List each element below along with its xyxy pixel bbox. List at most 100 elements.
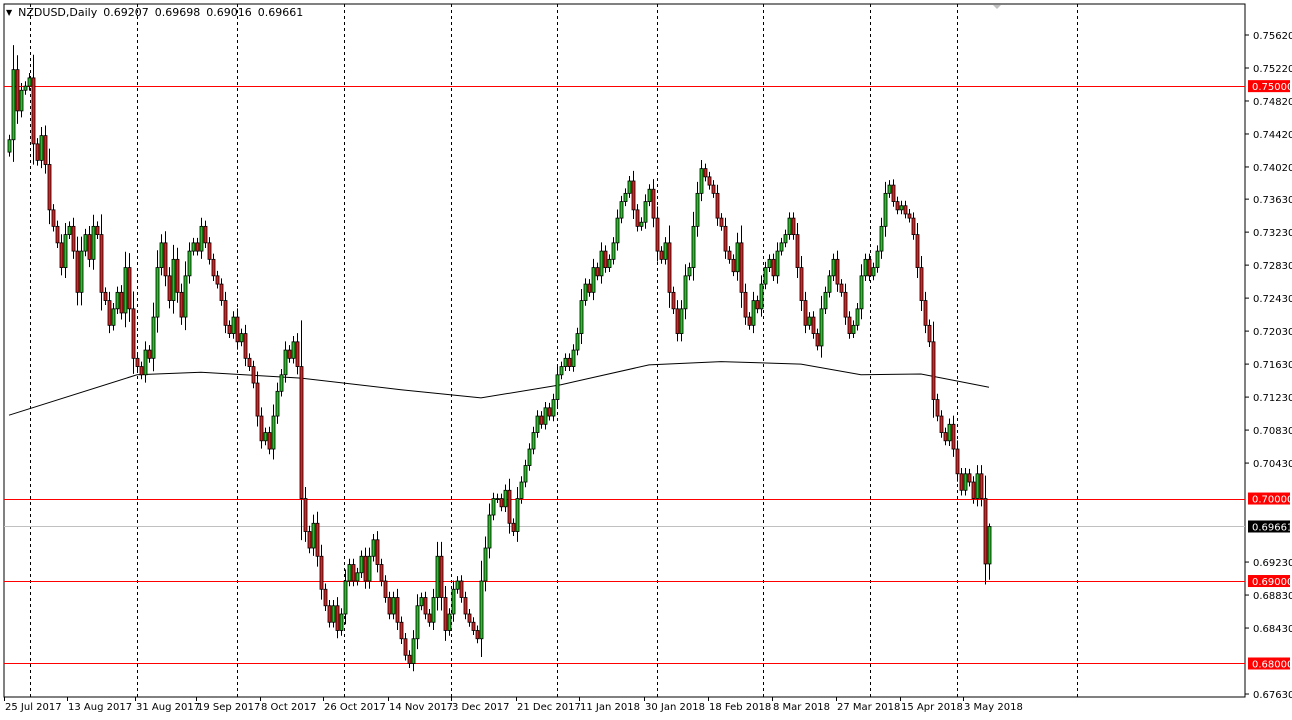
candle-body — [115, 291, 120, 310]
candle-body — [55, 225, 60, 244]
y-tick-label: 0.73630 — [1253, 195, 1292, 206]
candle-body — [51, 209, 56, 227]
plot-area — [3, 3, 1246, 698]
candle-body — [375, 539, 380, 565]
candle-body — [219, 283, 224, 301]
candle-body — [259, 415, 264, 442]
candle-body — [767, 258, 772, 268]
candle-body — [143, 349, 148, 376]
x-tick-label: 3 May 2018 — [964, 702, 1023, 713]
candle-body — [763, 267, 768, 285]
candle-body — [671, 291, 676, 310]
candle-body — [423, 597, 428, 615]
candle-body — [975, 473, 980, 499]
candle-body — [571, 349, 576, 367]
candle-body — [35, 143, 40, 161]
candle-body — [719, 217, 724, 227]
candle-body — [479, 580, 484, 640]
candle-body — [803, 300, 808, 326]
current-price-label-bg — [1248, 520, 1290, 533]
candle-body — [695, 192, 700, 227]
candle-body — [215, 275, 220, 285]
candle-body — [467, 613, 472, 623]
chart-shift-marker-icon[interactable] — [993, 5, 1001, 9]
candle-body — [615, 217, 620, 244]
x-tick-label: 18 Feb 2018 — [709, 702, 771, 713]
y-tick-label: 0.73230 — [1253, 228, 1292, 239]
candle-body — [339, 613, 344, 631]
candle-body — [291, 341, 296, 359]
candle-body — [903, 205, 908, 215]
candle-body — [275, 390, 280, 417]
collapse-triangle-icon[interactable]: ▼ — [6, 8, 13, 17]
candle-body — [875, 250, 880, 268]
candle-body — [347, 564, 352, 582]
y-tick-label: 0.75220 — [1253, 64, 1292, 75]
candle-body — [263, 432, 268, 442]
x-tick-label: 8 Mar 2018 — [773, 702, 830, 713]
candle-body — [523, 465, 528, 483]
candle-body — [107, 300, 112, 326]
y-tick-label: 0.71630 — [1253, 360, 1292, 371]
candle-body — [847, 316, 852, 334]
low-value: 0.69016 — [206, 6, 252, 19]
candle-body — [527, 448, 532, 466]
candle-body — [499, 498, 504, 508]
candle-body — [83, 234, 88, 252]
candle-body — [87, 234, 92, 260]
x-tick-label: 19 Sep 2017 — [197, 702, 260, 713]
candle-body — [359, 555, 364, 574]
candle-body — [547, 407, 552, 417]
y-tick-label: 0.69230 — [1253, 558, 1292, 569]
candle-body — [67, 225, 72, 236]
candle-body — [167, 275, 172, 301]
close-value: 0.69661 — [257, 6, 304, 19]
candle-body — [623, 192, 628, 203]
candle-body — [607, 258, 612, 268]
candle-body — [243, 333, 248, 359]
candle-body — [655, 217, 660, 252]
candle-body — [635, 209, 640, 227]
candle-body — [251, 366, 256, 384]
candle-body — [419, 597, 424, 607]
candle-body — [175, 258, 180, 293]
candle-body — [331, 605, 336, 623]
candle-body — [183, 275, 188, 318]
candle-body — [191, 242, 196, 252]
candle-body — [511, 522, 516, 532]
candle-body — [163, 242, 168, 277]
candle-body — [871, 267, 876, 277]
candle-body — [799, 267, 804, 301]
candle-body — [791, 217, 796, 236]
candle-body — [811, 316, 816, 334]
candle-body — [363, 555, 368, 582]
candle-body — [703, 168, 708, 178]
candle-body — [755, 300, 760, 310]
level-price-label: 0.69000 — [1252, 577, 1292, 588]
y-tick-label: 0.72430 — [1253, 294, 1292, 305]
candle-body — [807, 316, 812, 326]
candle-body — [327, 605, 332, 623]
level-price-label-bg — [1248, 575, 1290, 588]
candle-body — [611, 242, 616, 260]
candle-body — [415, 605, 420, 640]
candle-body — [683, 275, 688, 310]
candle-body — [619, 201, 624, 219]
candle-body — [923, 300, 928, 326]
candle-body — [935, 399, 940, 417]
candle-body — [899, 205, 904, 211]
candle-body — [355, 572, 360, 582]
candle-body — [475, 630, 480, 640]
candle-body — [519, 481, 524, 499]
candle-body — [431, 597, 436, 623]
candle-body — [667, 242, 672, 293]
candle-body — [343, 580, 348, 615]
y-tick-label: 0.68430 — [1253, 624, 1292, 635]
candle-body — [775, 250, 780, 277]
candle-body — [11, 69, 16, 141]
candle-body — [587, 283, 592, 293]
candle-body — [131, 308, 136, 359]
candle-body — [863, 258, 868, 277]
candle-body — [947, 423, 952, 442]
